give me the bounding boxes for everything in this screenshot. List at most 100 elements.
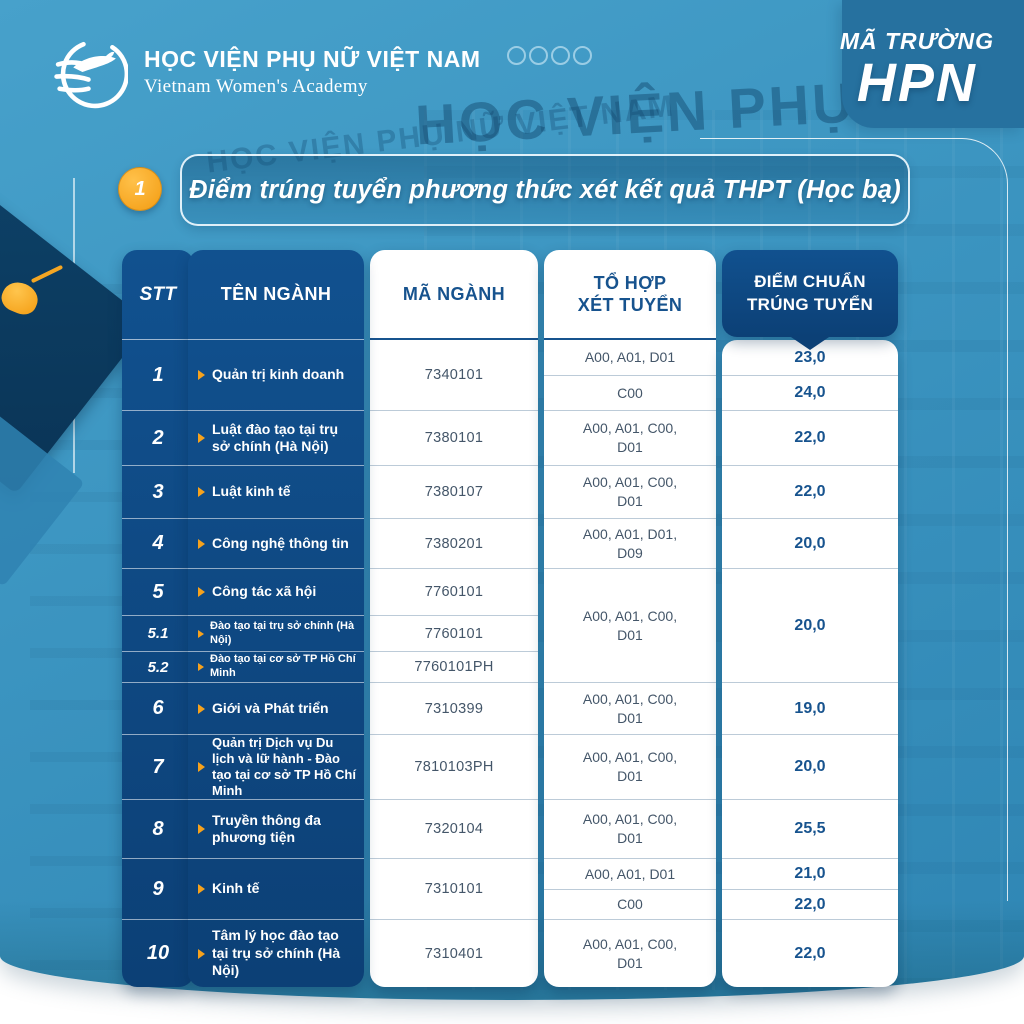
cell-combo: A00, A01, C00, D01 (544, 919, 716, 987)
cell-combo: A00, A01, C00, D01 (544, 734, 716, 799)
academy-name: HỌC VIỆN PHỤ NỮ VIỆT NAM (144, 46, 481, 72)
column-ten-nganh: TÊN NGÀNH Quản trị kinh doanh Luật đào t… (188, 250, 364, 987)
cell-score: 22,0 (722, 889, 898, 919)
cell-major-code: 7380107 (370, 465, 538, 518)
triangle-bullet-icon (198, 884, 205, 894)
column-diem-chuan: 23,0 24,0 22,0 22,0 20,0 20,0 19,0 20,0 … (722, 340, 898, 987)
cell-major-name: Quản trị Dịch vụ Du lịch và lữ hành - Đà… (188, 734, 364, 799)
cell-major-code-sub: 7760101PH (370, 651, 538, 682)
cell-major-code: 7320104 (370, 799, 538, 858)
cell-stt: 6 (122, 682, 194, 734)
cell-stt: 9 (122, 858, 194, 919)
cell-combo: A00, A01, D01 (544, 858, 716, 889)
cell-score: 22,0 (722, 410, 898, 465)
cell-stt: 5 (122, 568, 194, 615)
cell-score: 20,0 (722, 518, 898, 568)
school-code-label: MÃ TRƯỜNG (839, 28, 994, 54)
header-cell-ma-nganh: MÃ NGÀNH (370, 250, 538, 340)
cell-stt: 5.1 (122, 615, 194, 651)
cell-major-code: 7380101 (370, 410, 538, 465)
triangle-bullet-icon (198, 948, 205, 959)
cell-combo: A00, A01, D01 (584, 349, 676, 366)
circle-outline-icon (551, 46, 570, 65)
cell-score: 19,0 (722, 682, 898, 734)
cell-stt: 8 (122, 799, 194, 858)
cell-combo: A00, A01, C00, D01 (544, 799, 716, 858)
cell-major-code: 7340101 (424, 367, 484, 383)
circle-outline-icon (529, 46, 548, 65)
header-cell-diem-chuan: ĐIỂM CHUẨN TRÚNG TUYỂN (722, 250, 898, 337)
decorative-circles (507, 46, 592, 65)
cell-major-name: Luật kinh tế (188, 465, 364, 518)
section-number-badge: 1 (118, 167, 162, 211)
school-code-value: HPN (856, 53, 977, 113)
cell-major-name: Kinh tế (188, 858, 364, 919)
cell-combo: C00 (544, 889, 716, 919)
column-to-hop: TỔ HỢP XÉT TUYỂN A00, A01, D01 C00 A00, … (544, 250, 716, 987)
circle-outline-icon (507, 46, 526, 65)
triangle-bullet-icon (198, 487, 205, 497)
cell-combo-merged: A00, A01, C00, D01 (544, 568, 716, 682)
cell-major-code: 7810103PH (370, 734, 538, 799)
cell-major-code: 7380201 (370, 518, 538, 568)
cell-major-name-sub: Đào tạo tại trụ sở chính (Hà Nội) (188, 615, 364, 651)
cell-major-code: 7310101 (370, 858, 538, 919)
section-title-banner: Điểm trúng tuyển phương thức xét kết quả… (180, 154, 910, 226)
cell-score: 22,0 (722, 919, 898, 987)
cell-combo: C00 (544, 375, 716, 410)
cell-score: 23,0 (794, 348, 826, 366)
column-stt: STT 1 2 3 4 5 5.1 5.2 6 7 8 9 10 (122, 250, 194, 987)
cell-score: 20,0 (722, 734, 898, 799)
cell-stt: 2 (122, 410, 194, 465)
header-notch-arrow-icon (788, 335, 832, 350)
cell-major-code: 7310399 (370, 682, 538, 734)
triangle-bullet-icon (198, 538, 205, 549)
academy-name-english: Vietnam Women's Academy (144, 76, 368, 97)
cell-major-code: 7760101 (370, 568, 538, 615)
cell-combo: A00, A01, C00, D01 (544, 465, 716, 518)
triangle-bullet-icon (198, 663, 204, 671)
cell-combo: A00, A01, C00, D01 (544, 410, 716, 465)
cell-major-name: Tâm lý học đào tạo tại trụ sở chính (Hà … (188, 919, 364, 987)
cell-major-name: Truyền thông đa phương tiện (188, 799, 364, 858)
cell-score: 21,0 (722, 858, 898, 889)
triangle-bullet-icon (198, 433, 205, 443)
cell-major-code-sub: 7760101 (370, 615, 538, 651)
cell-major-name: Công tác xã hội (188, 568, 364, 615)
cell-stt: 3 (122, 465, 194, 518)
column-ma-nganh: MÃ NGÀNH 7340101 7380101 7380107 7380201… (370, 250, 538, 987)
academy-dove-logo-icon (54, 41, 128, 109)
cell-score: 24,0 (722, 375, 898, 410)
triangle-bullet-icon (198, 824, 205, 834)
triangle-bullet-icon (198, 703, 205, 714)
cell-major-name-sub: Đào tạo tại cơ sở TP Hồ Chí Minh (188, 651, 364, 682)
cell-stt: 7 (122, 734, 194, 799)
cell-score-merged: 20,0 (722, 568, 898, 682)
triangle-bullet-icon (198, 587, 205, 597)
cell-major-name: Quản trị kinh doanh (188, 340, 364, 410)
header-cell-to-hop: TỔ HỢP XÉT TUYỂN (544, 250, 716, 340)
triangle-bullet-icon (198, 370, 205, 380)
cell-combo: A00, A01, D01, D09 (544, 518, 716, 568)
brand-header: HỌC VIỆN PHỤ NỮ VIỆT NAM Vietnam Women's… (52, 34, 481, 110)
cell-stt: 1 (152, 363, 164, 386)
cell-major-name: Luật đào tạo tại trụ sở chính (Hà Nội) (188, 410, 364, 465)
corner-panel (842, 0, 1024, 128)
cell-score: 25,5 (722, 799, 898, 858)
section-title: Điểm trúng tuyển phương thức xét kết quả… (189, 175, 901, 204)
school-code-block: MÃ TRƯỜNG HPN (840, 28, 994, 112)
cell-stt: 10 (122, 919, 194, 987)
cell-stt: 4 (122, 518, 194, 568)
cell-score: 22,0 (722, 465, 898, 518)
cell-stt: 5.2 (122, 651, 194, 682)
circle-outline-icon (573, 46, 592, 65)
cell-major-name: Giới và Phát triển (188, 682, 364, 734)
header-cell-stt: STT (122, 250, 194, 340)
cell-major-code: 7310401 (370, 919, 538, 987)
cell-major-name: Công nghệ thông tin (188, 518, 364, 568)
triangle-bullet-icon (198, 629, 204, 638)
header-cell-ten-nganh: TÊN NGÀNH (188, 250, 364, 340)
decorative-frame-line (700, 138, 1008, 901)
triangle-bullet-icon (198, 762, 205, 772)
